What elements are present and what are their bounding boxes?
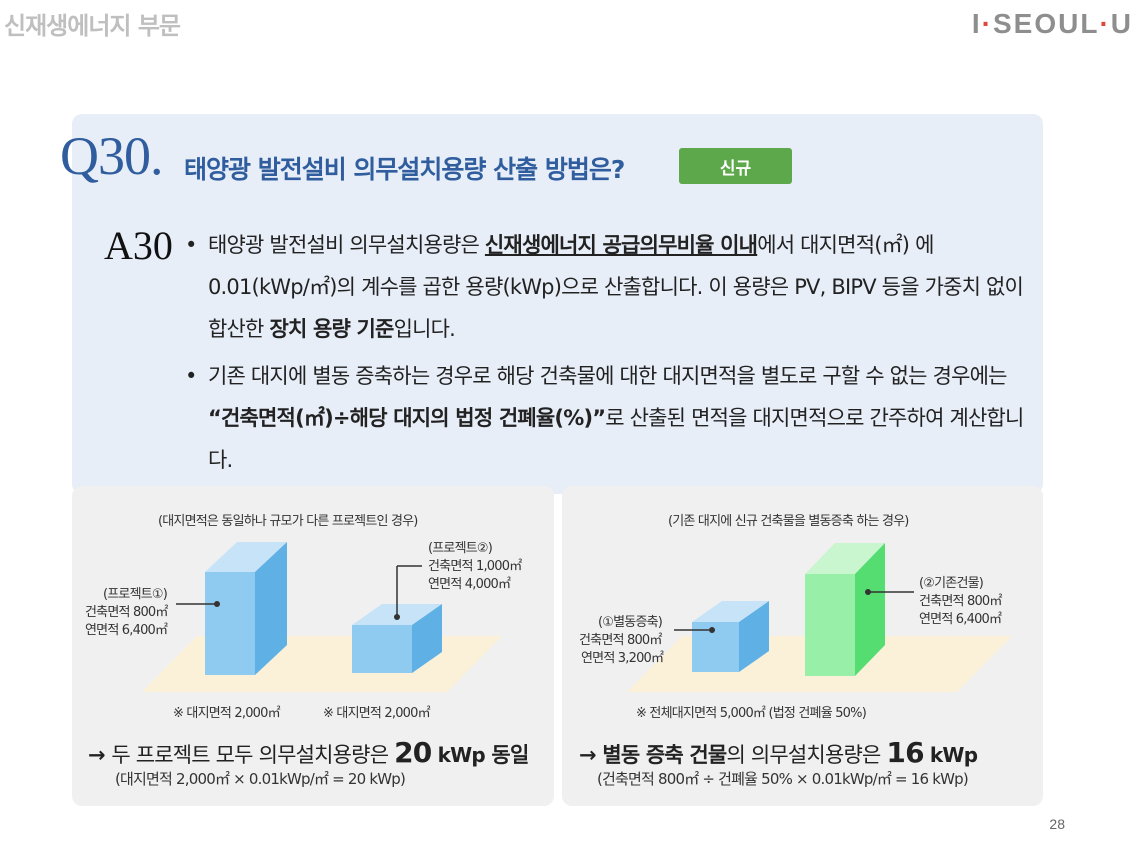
right-conclusion-unit: kWp: [923, 743, 978, 767]
bullet-icon: •: [185, 233, 197, 257]
existing-name: (②기존건물): [919, 576, 984, 591]
left-conclusion-post: 동일: [484, 743, 529, 767]
answer-number: A30: [104, 223, 173, 268]
answer-paragraph-1: • 태양광 발전설비 의무설치용량은 신재생에너지 공급의무비율 이내에서 대지…: [185, 224, 1025, 350]
right-conclusion-bold: 별동 증축 건물: [602, 743, 727, 767]
site-area-2: ※ 대지면적 2,000㎡: [323, 706, 431, 721]
logo-i: I: [971, 8, 982, 39]
qa-box: [72, 114, 1043, 494]
existing-area: 건축면적 800㎡: [919, 594, 1002, 609]
right-conclusion: → 별동 증축 건물의 의무설치용량은 16 kWp: [579, 736, 978, 769]
callout-dot-annex: [709, 627, 715, 633]
logo-u: U: [1110, 8, 1133, 39]
p1-underline: 신재생에너지 공급의무비율 이내: [484, 233, 758, 257]
left-conclusion: → 두 프로젝트 모두 의무설치용량은 20 kWp 동일: [88, 736, 529, 769]
annex-floor: 연면적 3,200㎡: [581, 651, 664, 666]
page-number: 28: [1049, 816, 1065, 832]
left-conclusion-pre: 두 프로젝트 모두 의무설치용량은: [111, 743, 395, 767]
left-diagram: [142, 542, 502, 692]
left-caption: (대지면적은 동일하나 규모가 다른 프로젝트인 경우): [158, 514, 418, 529]
logo-dot: ·: [1099, 8, 1111, 39]
p1-text-3: 입니다.: [393, 317, 456, 341]
left-conclusion-value: 20: [394, 736, 432, 769]
project2-name: (프로젝트②): [428, 541, 493, 556]
total-site-area: ※ 전체대지면적 5,000㎡ (법정 건폐율 50%): [636, 706, 867, 721]
right-conclusion-value: 16: [886, 736, 924, 769]
building-1-side: [255, 542, 287, 675]
existing-floor: 연면적 6,400㎡: [919, 612, 1002, 627]
building-2-front: [352, 625, 412, 673]
project1-floor: 연면적 6,400㎡: [85, 623, 168, 638]
callout-dot-2: [394, 614, 400, 620]
project2-area: 건축면적 1,000㎡: [428, 559, 522, 574]
right-conclusion-pre: 의 의무설치용량은: [726, 743, 887, 767]
section-label: 신재생에너지 부문: [4, 12, 181, 40]
p2-text-1: 기존 대지에 별동 증축하는 경우로 해당 건축물에 대한 대지면적을 별도로 …: [208, 364, 1007, 388]
arrow-icon: →: [88, 743, 106, 767]
site-area-1: ※ 대지면적 2,000㎡: [173, 706, 281, 721]
project1-name: (프로젝트①): [103, 587, 168, 602]
annex-name: (①별동증축): [598, 615, 663, 630]
question-title: 태양광 발전설비 의무설치용량 산출 방법은?: [184, 155, 625, 184]
existing-side: [855, 543, 885, 676]
new-badge: 신규: [679, 148, 792, 184]
arrow-icon: →: [579, 743, 597, 767]
building-2-side: [412, 604, 442, 673]
project1-area: 건축면적 800㎡: [85, 605, 168, 620]
logo-dot: ·: [981, 8, 993, 39]
question-number: Q30.: [60, 126, 163, 186]
building-1-top: [205, 542, 287, 572]
right-diagram: [627, 543, 1012, 692]
right-caption: (기존 대지에 신규 건축물을 별동증축 하는 경우): [668, 514, 909, 529]
bullet-icon: •: [185, 364, 197, 388]
annex-side: [739, 601, 769, 672]
seoul-logo: I·SEOUL·U: [972, 8, 1133, 40]
project2-floor: 연면적 4,000㎡: [428, 577, 511, 592]
left-formula: (대지면적 2,000㎡ × 0.01kWp/㎡ = 20 kWp): [115, 770, 406, 788]
answer-paragraph-2: • 기존 대지에 별동 증축하는 경우로 해당 건축물에 대한 대지면적을 별도…: [185, 355, 1025, 481]
p1-text-1: 태양광 발전설비 의무설치용량은: [208, 233, 485, 257]
p1-text-2: 에서 대지면적(㎡) 에 0.01(kWp/㎡)의 계수를 곱한 용량(kWp)…: [208, 233, 1024, 341]
annex-top: [692, 601, 769, 622]
callout-dot-1: [214, 601, 220, 607]
p2-text-2: 로 산출된 면적을 대지면적으로 간주하여 계산합니다.: [208, 406, 1024, 472]
p2-bold: “건축면적(㎡)÷해당 대지의 법정 건폐율(%)”: [208, 406, 606, 430]
existing-front: [805, 574, 855, 676]
right-formula: (건축면적 800㎡ ÷ 건폐율 50% × 0.01kWp/㎡ = 16 kW…: [597, 770, 969, 788]
logo-seoul: SEOUL: [992, 8, 1100, 39]
p1-bold: 장치 용량 기준: [269, 317, 394, 341]
left-conclusion-unit: kWp: [431, 743, 486, 767]
building-1-front: [205, 572, 255, 675]
annex-area: 건축면적 800㎡: [579, 633, 662, 648]
existing-top: [805, 543, 885, 574]
callout-dot-existing: [865, 589, 871, 595]
